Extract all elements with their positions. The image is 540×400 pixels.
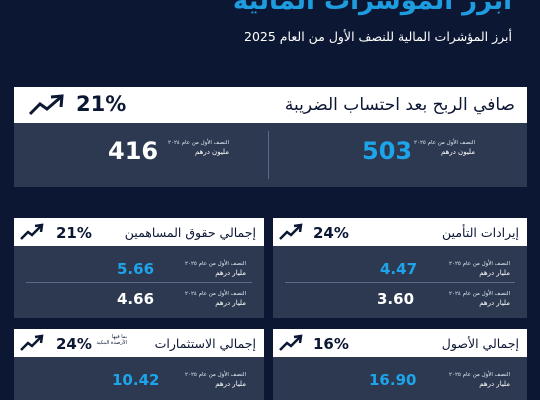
- investments-note-line1: بما فيها: [111, 334, 127, 340]
- assets-change: 16%: [313, 335, 349, 353]
- equity-current-unit: مليار درهم: [215, 269, 246, 277]
- investments-header: 24% بما فيها الأرصدة البنكية إجمالي الاس…: [14, 329, 264, 357]
- net-profit-split: [268, 131, 269, 179]
- insurance-change: 24%: [313, 224, 349, 242]
- equity-previous-period: النصف الأول من عام ٢٠٢٤: [185, 291, 246, 297]
- trend-up-icon: [279, 223, 303, 240]
- net-profit-previous-value: 416: [108, 137, 159, 165]
- net-profit-label: صافي الربح بعد احتساب الضريبة: [284, 95, 515, 115]
- equity-label: إجمالي حقوق المساهمين: [124, 225, 256, 240]
- net-profit-header: 21% صافي الربح بعد احتساب الضريبة: [14, 87, 527, 123]
- page-title: أبرز المؤشرات المالية: [232, 0, 512, 16]
- trend-up-icon: [279, 334, 303, 351]
- insurance-current-unit: مليار درهم: [479, 269, 510, 277]
- trend-up-icon: [20, 223, 44, 240]
- trend-up-icon: [20, 334, 44, 351]
- investments-current-unit: مليار درهم: [215, 380, 246, 388]
- net-profit-current-value: 503: [362, 137, 413, 165]
- net-profit-previous-unit: مليون درهم: [194, 148, 229, 156]
- investments-note-line2: الأرصدة البنكية: [96, 340, 127, 346]
- insurance-label: إيرادات التأمين: [442, 225, 519, 240]
- net-profit-previous-period: النصف الأول من عام ٢٠٢٤: [168, 140, 229, 146]
- investments-current-value: 10.42: [112, 371, 160, 389]
- page-subtitle: أبرز المؤشرات المالية للنصف الأول من الع…: [244, 29, 512, 44]
- assets-label: إجمالي الأصول: [441, 336, 519, 351]
- insurance-divider: [285, 282, 515, 283]
- insurance-header: 24% إيرادات التأمين: [273, 218, 527, 246]
- investments-change: 24%: [56, 335, 92, 353]
- investments-current-period: النصف الأول من عام ٢٠٢٥: [185, 372, 246, 378]
- net-profit-current-period: النصف الأول من عام ٢٠٢٥: [414, 140, 475, 146]
- insurance-current-value: 4.47: [380, 260, 418, 278]
- equity-card: 21% إجمالي حقوق المساهمين 5.66 النصف الأ…: [14, 218, 264, 318]
- equity-change: 21%: [56, 224, 92, 242]
- assets-current-period: النصف الأول من عام ٢٠٢٥: [449, 372, 510, 378]
- investments-card: 24% بما فيها الأرصدة البنكية إجمالي الاس…: [14, 329, 264, 400]
- equity-current-value: 5.66: [117, 260, 155, 278]
- assets-card: 16% إجمالي الأصول 16.90 النصف الأول من ع…: [273, 329, 527, 400]
- equity-previous-unit: مليار درهم: [215, 299, 246, 307]
- equity-divider: [26, 282, 252, 283]
- net-profit-current-unit: مليون درهم: [440, 148, 475, 156]
- investments-label: إجمالي الاستثمارات: [154, 336, 256, 351]
- equity-previous-value: 4.66: [117, 290, 155, 308]
- insurance-card: 24% إيرادات التأمين 4.47 النصف الأول من …: [273, 218, 527, 318]
- insurance-previous-value: 3.60: [377, 290, 415, 308]
- insurance-previous-unit: مليار درهم: [479, 299, 510, 307]
- insurance-previous-period: النصف الأول من عام ٢٠٢٤: [449, 291, 510, 297]
- equity-current-period: النصف الأول من عام ٢٠٢٥: [185, 261, 246, 267]
- net-profit-card: 21% صافي الربح بعد احتساب الضريبة 503 ال…: [14, 87, 527, 187]
- net-profit-change: 21%: [76, 92, 127, 116]
- assets-current-unit: مليار درهم: [479, 380, 510, 388]
- trend-up-icon: [28, 94, 64, 116]
- equity-header: 21% إجمالي حقوق المساهمين: [14, 218, 264, 246]
- insurance-current-period: النصف الأول من عام ٢٠٢٥: [449, 261, 510, 267]
- assets-current-value: 16.90: [369, 371, 417, 389]
- assets-header: 16% إجمالي الأصول: [273, 329, 527, 357]
